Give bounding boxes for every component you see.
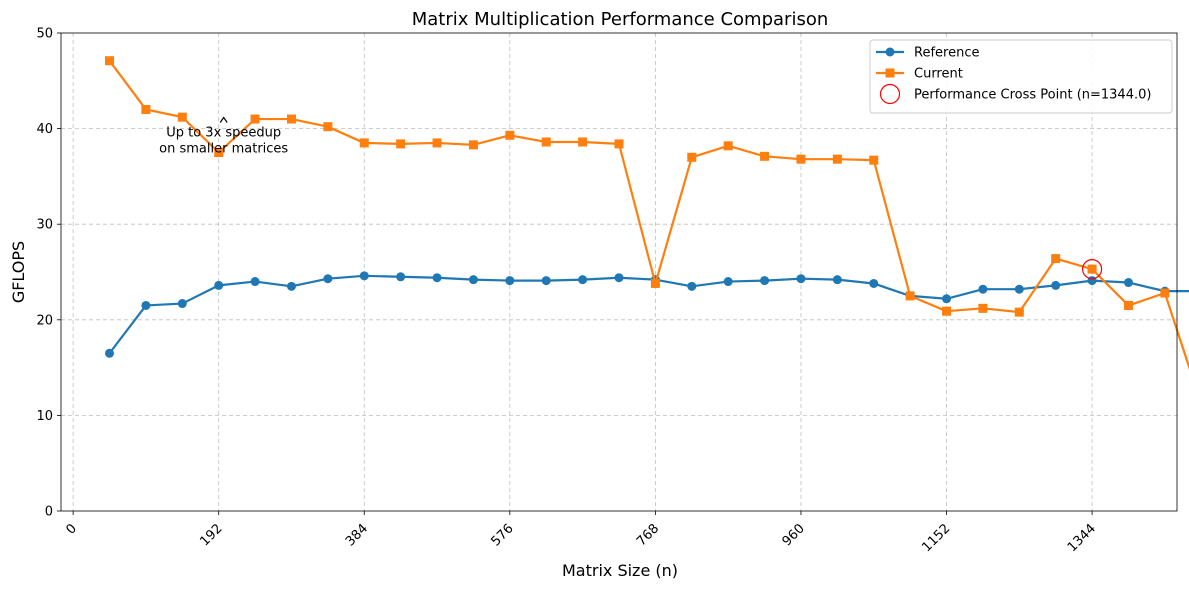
data-point (177, 112, 187, 122)
y-tick-label: 30 (36, 218, 53, 233)
data-point (796, 154, 806, 164)
series-reference (105, 271, 1189, 358)
annotation-text-line: on smaller matrices (159, 142, 288, 157)
data-point (1014, 284, 1024, 294)
data-point (796, 274, 806, 284)
data-point (1087, 276, 1097, 286)
data-point (432, 138, 442, 148)
series-line-reference (108, 274, 1189, 354)
data-point (760, 276, 770, 286)
data-point (687, 281, 697, 291)
data-point (323, 122, 333, 132)
x-tick-label: 0 (63, 521, 79, 537)
data-point (396, 272, 406, 282)
chart-title: Matrix Multiplication Performance Compar… (412, 9, 829, 30)
data-point (1123, 278, 1133, 288)
data-point (942, 294, 952, 304)
data-point (760, 151, 770, 161)
y-tick-label: 0 (45, 505, 53, 520)
data-point (468, 140, 478, 150)
plot-border (60, 32, 1178, 512)
y-tick-label: 20 (36, 313, 53, 328)
legend-swatch-marker (885, 68, 895, 78)
data-point (1123, 300, 1133, 310)
data-point (687, 152, 697, 162)
series-current (105, 56, 1189, 371)
data-point (942, 306, 952, 316)
data-point (1087, 264, 1097, 274)
cross-point-marker (1081, 259, 1103, 280)
data-point (505, 130, 515, 140)
data-point (978, 284, 988, 294)
data-point (141, 300, 151, 310)
data-point (869, 278, 879, 288)
data-point (214, 280, 224, 290)
legend-swatch-marker (885, 47, 895, 57)
data-point (578, 275, 588, 285)
data-point (359, 271, 369, 281)
data-point (505, 276, 515, 286)
x-tick-label: 384 (343, 521, 371, 549)
data-point (105, 348, 115, 358)
legend-label: Current (914, 67, 963, 82)
legend-entry: Reference (876, 46, 979, 61)
data-point (396, 139, 406, 149)
data-point (141, 104, 151, 114)
legend-box (869, 39, 1173, 114)
data-point (286, 114, 296, 124)
data-point (905, 291, 915, 301)
legend: Reference Current Performance Cross Point … (869, 39, 1173, 114)
data-point (650, 278, 660, 288)
data-point (614, 139, 624, 149)
legend-label: Reference (914, 46, 979, 61)
data-point (832, 154, 842, 164)
x-axis-title: Matrix Size (n) (562, 561, 678, 580)
data-point (323, 274, 333, 284)
data-point (869, 155, 879, 165)
data-point (214, 148, 224, 157)
data-point (578, 137, 588, 147)
data-point (1160, 288, 1170, 298)
legend-entry: Performance Cross Point (n=1344.0) (879, 83, 1151, 105)
data-point (1014, 307, 1024, 317)
y-tick-label: 50 (36, 27, 53, 42)
data-point (359, 138, 369, 148)
annotation-arrow (219, 116, 228, 123)
data-point (1051, 280, 1061, 290)
x-tick-label: 768 (634, 521, 662, 549)
data-point (468, 275, 478, 285)
data-point (250, 114, 260, 124)
data-point (286, 281, 296, 291)
legend-entry: Current (876, 67, 963, 82)
data-point (541, 137, 551, 147)
data-point (723, 141, 733, 151)
data-point (1051, 254, 1061, 264)
data-point (978, 303, 988, 313)
series-layer (105, 56, 1189, 371)
y-axis-title: GFLOPS (9, 241, 28, 303)
data-point (723, 277, 733, 287)
data-point (614, 273, 624, 283)
x-tick-label: 192 (197, 521, 225, 549)
y-tick-label: 10 (36, 409, 53, 424)
data-point (105, 56, 115, 66)
x-tick-label: 576 (488, 521, 516, 549)
data-point (541, 276, 551, 286)
legend-label: Performance Cross Point (n=1344.0) (914, 88, 1151, 103)
x-tick-label: 1344 (1065, 521, 1099, 555)
x-tick-label: 1152 (919, 521, 953, 555)
data-point (432, 273, 442, 283)
data-point (177, 299, 187, 309)
x-tick-label: 960 (780, 521, 808, 549)
plot-frame (60, 32, 1178, 512)
data-point (832, 275, 842, 285)
y-tick-label: 40 (36, 122, 53, 137)
legend-swatch-marker (879, 83, 901, 105)
data-point (250, 277, 260, 287)
annotation-text-line: Up to 3x speedup (166, 126, 281, 141)
